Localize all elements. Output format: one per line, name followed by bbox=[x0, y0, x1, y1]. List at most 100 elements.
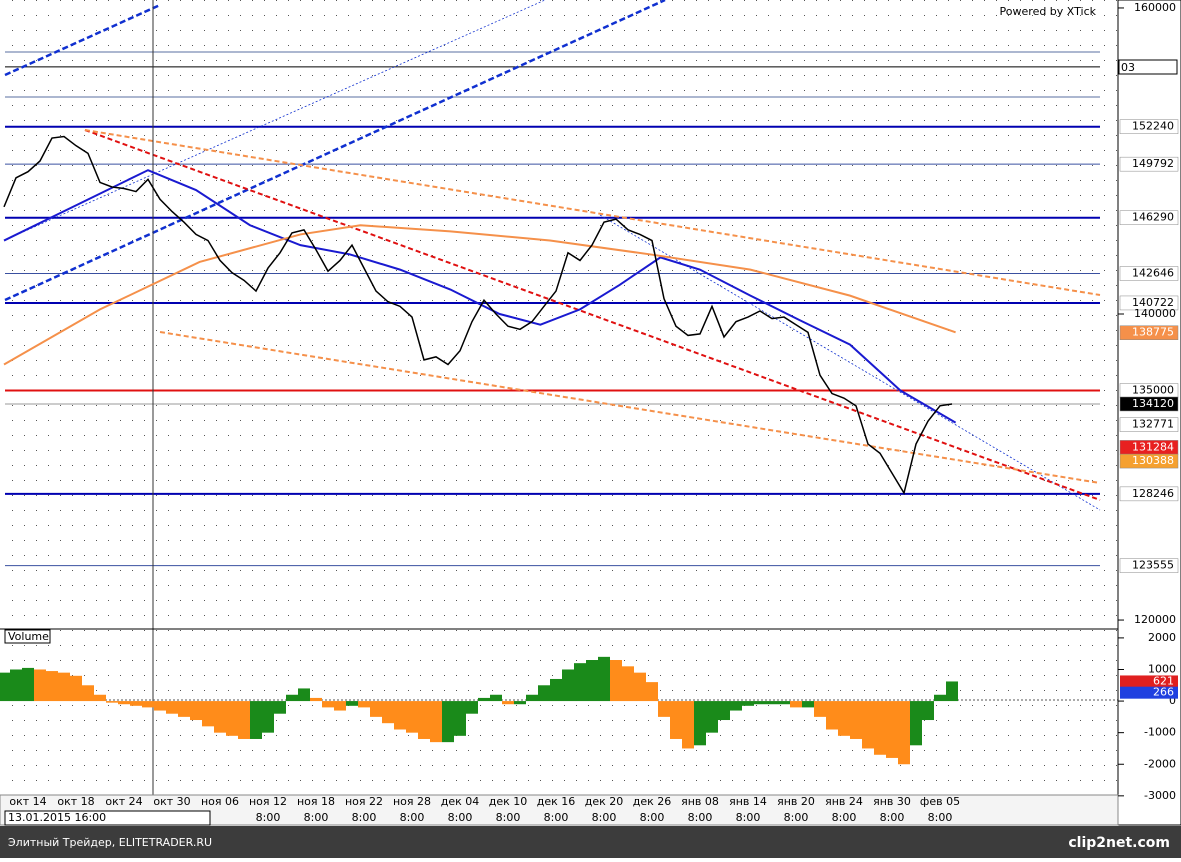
level-label: 138775 bbox=[1132, 326, 1174, 339]
level-label: 152240 bbox=[1132, 120, 1174, 133]
level-tag bbox=[1119, 453, 1179, 469]
volume-bar bbox=[646, 682, 658, 702]
volume-bar bbox=[694, 701, 706, 746]
volume-bar bbox=[298, 688, 310, 702]
x-tick-label: янв 24 bbox=[825, 795, 863, 808]
x-tick-label: ноя 12 bbox=[249, 795, 287, 808]
x-tick-label: ноя 28 bbox=[393, 795, 431, 808]
x-tick-label: окт 18 bbox=[57, 795, 94, 808]
volume-bar bbox=[454, 701, 466, 736]
volume-bar bbox=[166, 701, 178, 714]
level-label: 135000 bbox=[1132, 384, 1174, 397]
y-tick-label: 0 bbox=[1169, 694, 1176, 707]
volume-bar bbox=[262, 701, 274, 733]
volume-bar bbox=[286, 694, 298, 702]
moving-average bbox=[3, 224, 956, 366]
footer-right[interactable]: clip2net.com bbox=[1068, 835, 1170, 851]
x-time-label: 8:00 bbox=[256, 811, 281, 824]
volume-bar bbox=[46, 671, 58, 702]
volume-bar bbox=[178, 701, 190, 717]
volume-bar bbox=[250, 701, 262, 739]
y-tick-label: 140000 bbox=[1134, 307, 1176, 320]
volume-bar bbox=[742, 701, 754, 706]
volume-bar bbox=[22, 667, 34, 702]
volume-bar bbox=[130, 701, 142, 706]
level-label: 132771 bbox=[1132, 418, 1174, 431]
x-tick-label: дек 10 bbox=[489, 795, 528, 808]
volume-bar bbox=[586, 660, 598, 702]
volume-bar bbox=[838, 701, 850, 736]
price-line bbox=[3, 135, 953, 495]
x-time-label: 8:00 bbox=[928, 811, 953, 824]
level-label: 131284 bbox=[1132, 440, 1174, 453]
volume-bar bbox=[814, 701, 826, 717]
volume-bar bbox=[790, 701, 802, 708]
volume-bar bbox=[562, 669, 574, 702]
x-tick-label: ноя 06 bbox=[201, 795, 239, 808]
volume-bar bbox=[322, 701, 334, 708]
volume-bar bbox=[910, 701, 922, 746]
x-time-label: 8:00 bbox=[448, 811, 473, 824]
volume-bar bbox=[34, 669, 46, 702]
volume-bar bbox=[202, 701, 214, 727]
level-tag bbox=[1119, 295, 1179, 311]
powered-by: Powered by XTick bbox=[1000, 5, 1097, 18]
moving-average bbox=[3, 169, 957, 424]
y-tick-label: -2000 bbox=[1144, 757, 1176, 770]
level-label: 142646 bbox=[1132, 267, 1174, 280]
volume-bar bbox=[718, 701, 730, 721]
level-tag bbox=[1119, 417, 1179, 432]
footer-bar bbox=[0, 826, 1181, 858]
volume-bar bbox=[466, 701, 478, 714]
x-tick-label: фев 05 bbox=[920, 795, 960, 808]
volume-bar bbox=[418, 701, 430, 739]
volume-bar bbox=[310, 697, 322, 702]
x-tick-label: дек 04 bbox=[441, 795, 480, 808]
y-tick-label: -1000 bbox=[1144, 726, 1176, 739]
level-label: 128246 bbox=[1132, 487, 1174, 500]
volume-bar bbox=[622, 666, 634, 702]
volume-bar bbox=[94, 694, 106, 702]
x-tick-label: янв 20 bbox=[777, 795, 815, 808]
x-tick-label: дек 16 bbox=[537, 795, 576, 808]
volume-bar bbox=[82, 685, 94, 702]
volume-bar bbox=[0, 672, 10, 702]
volume-bar bbox=[730, 701, 742, 711]
volume-bar bbox=[934, 694, 946, 702]
volume-bar bbox=[922, 701, 934, 721]
top-tag-box bbox=[1118, 59, 1178, 75]
level-label: 149792 bbox=[1132, 157, 1174, 170]
x-tick-label: окт 30 bbox=[153, 795, 190, 808]
level-tag bbox=[1119, 210, 1179, 225]
top-tag: 03 bbox=[1121, 61, 1135, 74]
x-tick-label: дек 26 bbox=[633, 795, 672, 808]
x-time-label: 8:00 bbox=[832, 811, 857, 824]
level-tag bbox=[1119, 558, 1179, 573]
volume-bar bbox=[406, 701, 418, 733]
volume-bar bbox=[394, 701, 406, 730]
volume-bar bbox=[502, 701, 514, 705]
volume-bar bbox=[142, 701, 154, 708]
x-tick-label: окт 24 bbox=[105, 795, 142, 808]
volume-bar bbox=[574, 663, 586, 702]
volume-bar bbox=[850, 701, 862, 739]
x-time-label: 8:00 bbox=[400, 811, 425, 824]
volume-bar bbox=[370, 701, 382, 717]
x-tick-label: янв 30 bbox=[873, 795, 911, 808]
y-tick-label: -3000 bbox=[1144, 789, 1176, 802]
x-time-label: 8:00 bbox=[736, 811, 761, 824]
level-tag bbox=[1119, 486, 1179, 502]
volume-title-box bbox=[4, 629, 51, 644]
volume-bar bbox=[154, 701, 166, 711]
x-time-label: 8:00 bbox=[304, 811, 329, 824]
volume-bar bbox=[538, 685, 550, 702]
footer-left: Элитный Трейдер, ELITETRADER.RU bbox=[8, 836, 212, 849]
volume-bar bbox=[106, 701, 118, 703]
value-tag-label: 266 bbox=[1153, 686, 1174, 699]
x-time-label: 8:00 bbox=[880, 811, 905, 824]
volume-bar bbox=[190, 701, 202, 721]
volume-bar bbox=[826, 701, 838, 730]
y-tick-label: 160000 bbox=[1134, 1, 1176, 14]
